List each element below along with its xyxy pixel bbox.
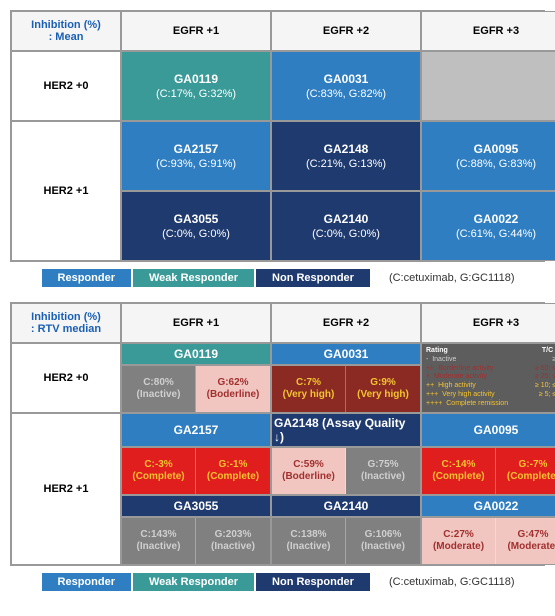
data-cell: GA2157 (C:93%, G:91%) — [121, 121, 271, 191]
pair-sub: G:106%(Inactive) — [346, 518, 420, 564]
legend-row-top: ResponderWeak ResponderNon Responder (C:c… — [10, 268, 545, 288]
cell-value: (C:88%, G:83%) — [456, 158, 536, 170]
pair-sub: G:-7%(Complete) — [496, 448, 555, 494]
cell-name: GA2148 — [324, 142, 369, 156]
cell-name: GA0095 — [474, 142, 519, 156]
col-header: EGFR +2 — [271, 303, 421, 343]
pair-sub: G:62%(Boderline) — [196, 366, 270, 412]
pair-cell: C:138%(Inactive)G:106%(Inactive) — [271, 517, 421, 565]
pair-cell: C:-14%(Complete)G:-7%(Complete) — [421, 447, 555, 495]
pair-cell: C:27%(Moderate)G:47%(Moderate) — [421, 517, 555, 565]
cell-name: GA0031 — [324, 72, 369, 86]
pair-sub: C:59%(Boderline) — [272, 448, 346, 494]
pair-cell: C:59%(Boderline)G:75%(Inactive) — [271, 447, 421, 495]
row-label: HER2 +1 — [11, 413, 121, 565]
data-cell: GA3055 (C:0%, G:0%) — [121, 191, 271, 261]
top-panel: Inhibition (%): MeanEGFR +1EGFR +2EGFR +… — [10, 10, 545, 288]
pair-sub: G:9%(Very high) — [346, 366, 420, 412]
pair-sub: C:-3%(Complete) — [122, 448, 196, 494]
legend-item: Non Responder — [255, 572, 371, 592]
pair-cell: C:7%(Very high)G:9%(Very high) — [271, 365, 421, 413]
cell-header: GA0031 — [271, 343, 421, 365]
cell-value: (C:21%, G:13%) — [306, 158, 386, 170]
legend-note: (C:cetuximab, G:GC1118) — [389, 272, 515, 284]
pair-sub: C:138%(Inactive) — [272, 518, 346, 564]
rating-row: - Inactive≥ 65 — [426, 356, 555, 365]
legend-row-bottom: ResponderWeak ResponderNon Responder (C:c… — [10, 572, 545, 592]
top-grid: Inhibition (%): MeanEGFR +1EGFR +2EGFR +… — [10, 10, 545, 262]
legend-item: Weak Responder — [132, 572, 255, 592]
pair-sub: C:143%(Inactive) — [122, 518, 196, 564]
rating-row: +++ Very high activity≥ 5; ≤ 10 — [426, 391, 555, 400]
data-cell: GA2140 (C:0%, G:0%) — [271, 191, 421, 261]
cell-value: (C:17%, G:32%) — [156, 88, 236, 100]
data-cell: GA0119 (C:17%, G:32%) — [121, 51, 271, 121]
rating-row: + Moderate activity≥ 25; ≤ 50 — [426, 373, 555, 382]
cell-name: GA0119 — [174, 72, 218, 86]
rating-row: +/- Borderline activity≥ 50; ≤ 65 — [426, 365, 555, 374]
rating-row: ++ High activity≥ 10; ≤ 25 — [426, 382, 555, 391]
cell-value: (C:0%, G:0%) — [312, 228, 380, 240]
cell-name: GA0022 — [474, 212, 519, 226]
legend-note: (C:cetuximab, G:GC1118) — [389, 576, 515, 588]
rating-legend: RatingT/C [%]- Inactive≥ 65+/- Borderlin… — [421, 343, 555, 413]
pair-sub: G:47%(Moderate) — [496, 518, 555, 564]
cell-name: GA3055 — [174, 212, 219, 226]
data-cell: GA0095 (C:88%, G:83%) — [421, 121, 555, 191]
cell-header: GA2148 (Assay Quality ↓) — [271, 413, 421, 447]
col-header: EGFR +1 — [121, 303, 271, 343]
cell-value: (C:83%, G:82%) — [306, 88, 386, 100]
corner-label: Inhibition (%): RTV median — [11, 303, 121, 343]
pair-sub: G:75%(Inactive) — [346, 448, 420, 494]
legend-item: Non Responder — [255, 268, 371, 288]
pair-cell: C:143%(Inactive)G:203%(Inactive) — [121, 517, 271, 565]
row-label: HER2 +1 — [11, 121, 121, 261]
legend-item: Responder — [41, 268, 132, 288]
cell-value: (C:61%, G:44%) — [456, 228, 536, 240]
cell-header: GA0119 — [121, 343, 271, 365]
col-header: EGFR +2 — [271, 11, 421, 51]
cell-value: (C:0%, G:0%) — [162, 228, 230, 240]
cell-value: (C:93%, G:91%) — [156, 158, 236, 170]
col-header: EGFR +3 — [421, 303, 555, 343]
cell-header: GA0022 — [421, 495, 555, 517]
data-cell: GA0022 (C:61%, G:44%) — [421, 191, 555, 261]
data-cell — [421, 51, 555, 121]
pair-sub: C:27%(Moderate) — [422, 518, 496, 564]
cell-header: GA0095 — [421, 413, 555, 447]
legend-item: Responder — [41, 572, 132, 592]
col-header: EGFR +1 — [121, 11, 271, 51]
row-label: HER2 +0 — [11, 51, 121, 121]
cell-header: GA3055 — [121, 495, 271, 517]
cell-header: GA2140 — [271, 495, 421, 517]
cell-name: GA2157 — [174, 142, 219, 156]
col-header: EGFR +3 — [421, 11, 555, 51]
corner-label: Inhibition (%): Mean — [11, 11, 121, 51]
legend-item: Weak Responder — [132, 268, 255, 288]
pair-cell: C:80%(Inactive)G:62%(Boderline) — [121, 365, 271, 413]
pair-sub: C:-14%(Complete) — [422, 448, 496, 494]
pair-sub: G:203%(Inactive) — [196, 518, 270, 564]
pair-sub: G:-1%(Complete) — [196, 448, 270, 494]
pair-sub: C:7%(Very high) — [272, 366, 346, 412]
cell-header: GA2157 — [121, 413, 271, 447]
cell-name: GA2140 — [324, 212, 369, 226]
bottom-panel: Inhibition (%): RTV medianEGFR +1EGFR +2… — [10, 302, 545, 592]
row-label: HER2 +0 — [11, 343, 121, 413]
bottom-grid: Inhibition (%): RTV medianEGFR +1EGFR +2… — [10, 302, 545, 566]
pair-sub: C:80%(Inactive) — [122, 366, 196, 412]
data-cell: GA2148 (C:21%, G:13%) — [271, 121, 421, 191]
data-cell: GA0031 (C:83%, G:82%) — [271, 51, 421, 121]
rating-row: ++++ Complete remission≤ 5 — [426, 400, 555, 409]
pair-cell: C:-3%(Complete)G:-1%(Complete) — [121, 447, 271, 495]
